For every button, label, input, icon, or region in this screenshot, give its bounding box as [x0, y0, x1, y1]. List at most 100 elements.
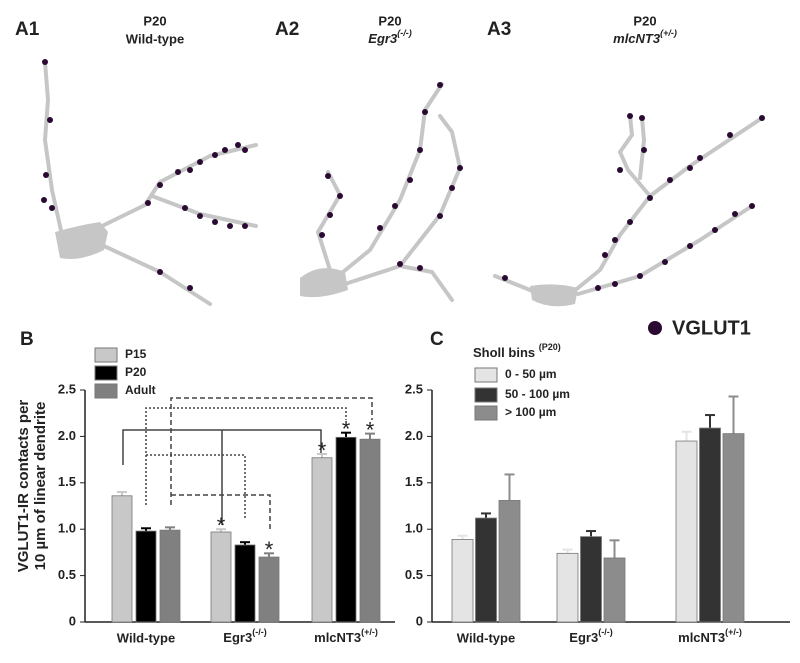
- bar: [258, 556, 280, 623]
- vglut1-dot: [617, 167, 623, 173]
- bar: [498, 500, 521, 623]
- vglut1-dot: [327, 212, 333, 218]
- vglut1-dot: [697, 155, 703, 161]
- legend-label: 50 - 100 µm: [505, 387, 570, 401]
- y-tick-label: 1.5: [405, 474, 423, 489]
- legend-swatch: [94, 365, 118, 381]
- vglut1-dot: [687, 243, 693, 249]
- vglut1-dot: [687, 165, 693, 171]
- bar: [722, 433, 745, 623]
- vglut1-dot: [212, 152, 218, 158]
- vglut1-dot: [47, 117, 53, 123]
- legend-marker-label: VGLUT1: [672, 317, 751, 339]
- y-tick-label: 0.5: [58, 567, 76, 582]
- bar: [335, 436, 357, 623]
- vglut1-dot: [417, 265, 423, 271]
- vglut1-dot: [627, 113, 633, 119]
- vglut1-dot: [612, 237, 618, 243]
- vglut1-dot: [602, 252, 608, 258]
- bar: [234, 544, 256, 623]
- vglut1-dot: [325, 173, 331, 179]
- vglut1-dot: [417, 147, 423, 153]
- vglut1-dot: [641, 147, 647, 153]
- y-tick-label: 0: [416, 613, 423, 628]
- bar: [475, 517, 497, 623]
- legend-swatch: [94, 383, 118, 399]
- y-tick-label: 2.5: [58, 381, 76, 396]
- bar: [210, 531, 232, 623]
- vglut1-dot: [457, 165, 463, 171]
- legend-swatch: [94, 347, 118, 363]
- bar: [556, 552, 579, 623]
- vglut1-dot: [49, 205, 55, 211]
- significance-brackets: [122, 397, 373, 530]
- bar: [359, 438, 381, 623]
- vglut1-dot: [732, 211, 738, 217]
- vglut1-dot: [197, 159, 203, 165]
- vglut1-dot: [502, 275, 508, 281]
- vglut1-dot: [612, 281, 618, 287]
- vglut1-dot: [627, 219, 633, 225]
- bar: [311, 457, 333, 623]
- significance-star: *: [265, 537, 274, 562]
- x-tick-label: Egr3(-/-): [223, 627, 266, 645]
- vglut1-dot: [157, 182, 163, 188]
- vglut1-dot: [727, 132, 733, 138]
- vglut1-dot: [337, 193, 343, 199]
- y-tick-label: 2.0: [58, 428, 76, 443]
- vglut1-dot: [759, 115, 765, 121]
- legend-label: 0 - 50 µm: [505, 367, 557, 381]
- vglut1-dot: [377, 225, 383, 231]
- vglut1-dot: [392, 203, 398, 209]
- y-axis-label: 10 µm of linear dendrite: [32, 402, 49, 571]
- x-tick-label: Wild-type: [457, 630, 515, 645]
- panel-label: A3: [487, 19, 511, 40]
- panel-title: P20: [143, 13, 166, 28]
- significance-star: *: [318, 438, 327, 463]
- vglut1-dot: [222, 147, 228, 153]
- vglut1-dot: [449, 185, 455, 191]
- x-tick-label: Wild-type: [117, 630, 175, 645]
- vglut1-dot: [639, 115, 645, 121]
- vglut1-dot: [667, 177, 673, 183]
- neuron-a2: [300, 82, 462, 302]
- legend-swatch: [474, 405, 498, 421]
- y-tick-label: 2.5: [405, 381, 423, 396]
- panel-title: Wild-type: [126, 31, 184, 46]
- significance-star: *: [342, 417, 351, 442]
- vglut1-dot: [712, 227, 718, 233]
- vglut1-dot: [637, 273, 643, 279]
- vglut1-dot: [437, 213, 443, 219]
- legend-swatch: [474, 387, 498, 403]
- vglut1-dot: [227, 223, 233, 229]
- bar: [135, 530, 157, 623]
- vglut1-dot: [41, 197, 47, 203]
- significance-star: *: [217, 513, 226, 538]
- legend-title: Sholl bins (P20): [473, 342, 561, 360]
- x-tick-label: mlcNT3(+/-): [314, 627, 378, 645]
- panel-label: C: [430, 329, 444, 350]
- vglut1-dot: [43, 172, 49, 178]
- vglut1-dot: [212, 219, 218, 225]
- legend-label: > 100 µm: [505, 405, 556, 419]
- neuron-a1: [43, 60, 258, 306]
- vglut1-dot: [182, 205, 188, 211]
- panel-title: Egr3(-/-): [368, 28, 411, 46]
- vglut1-dot: [242, 223, 248, 229]
- vglut1-dots: [41, 59, 765, 291]
- panel-label: A1: [15, 19, 40, 40]
- x-tick-label: mlcNT3(+/-): [678, 627, 742, 645]
- vglut1-dot: [647, 195, 653, 201]
- vglut1-dot: [197, 213, 203, 219]
- bar: [699, 427, 721, 623]
- bar: [580, 536, 602, 623]
- vglut1-dot: [595, 285, 601, 291]
- vglut1-dot: [437, 82, 443, 88]
- vglut1-dot: [397, 261, 403, 267]
- panel-title: P20: [633, 13, 656, 28]
- significance-star: *: [366, 417, 375, 442]
- panel-label: A2: [275, 19, 299, 40]
- vglut1-dot: [749, 203, 755, 209]
- vglut1-dot: [157, 269, 163, 275]
